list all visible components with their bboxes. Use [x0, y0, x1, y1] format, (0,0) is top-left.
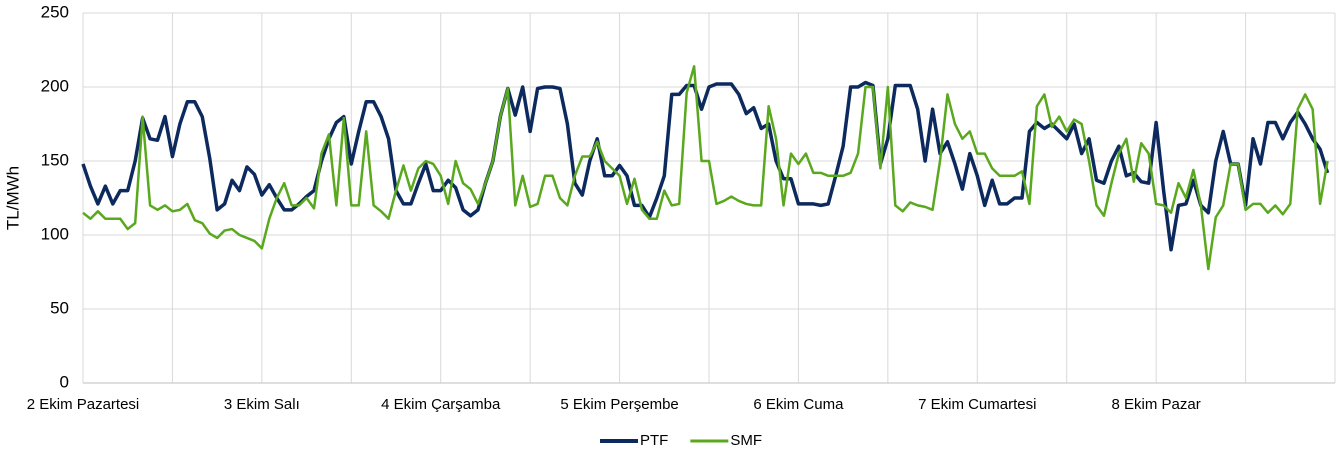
y-tick-label: 200 — [41, 76, 69, 95]
y-tick-label: 0 — [60, 372, 69, 391]
x-tick-label: 4 Ekim Çarşamba — [381, 396, 501, 413]
y-tick-label: 150 — [41, 150, 69, 169]
y-tick-label: 250 — [41, 2, 69, 21]
y-tick-label: 100 — [41, 224, 69, 243]
x-tick-label: 6 Ekim Cuma — [753, 396, 844, 413]
legend-label: PTF — [640, 432, 668, 449]
y-tick-label: 50 — [50, 298, 69, 317]
series-line — [82, 65, 1329, 271]
x-tick-label: 2 Ekim Pazartesi — [27, 396, 140, 413]
series-line — [81, 80, 1330, 252]
x-tick-label: 8 Ekim Pazar — [1112, 396, 1201, 413]
x-tick-label: 5 Ekim Perşembe — [560, 396, 678, 413]
x-tick-label: 3 Ekim Salı — [224, 396, 300, 413]
legend-label: SMF — [730, 432, 762, 449]
x-tick-label: 7 Ekim Cumartesi — [918, 396, 1036, 413]
y-axis-label: TL/MWh — [3, 166, 22, 230]
